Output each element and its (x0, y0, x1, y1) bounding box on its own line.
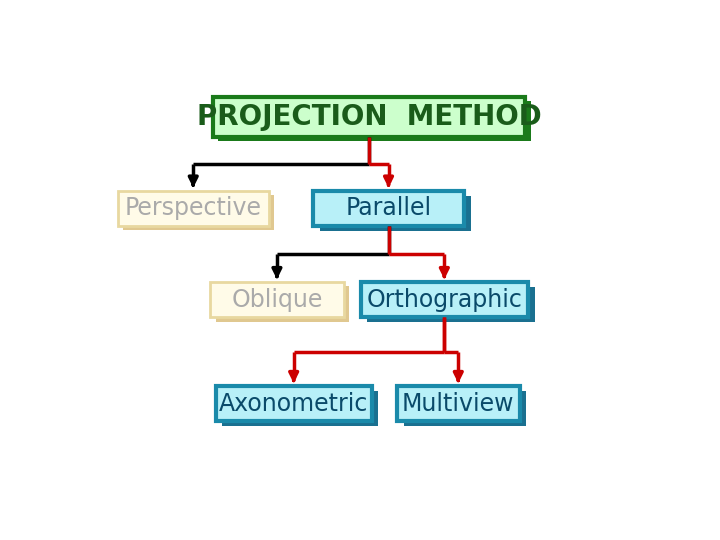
FancyBboxPatch shape (210, 282, 344, 318)
Text: Oblique: Oblique (231, 288, 323, 312)
Text: Orthographic: Orthographic (366, 288, 522, 312)
FancyBboxPatch shape (320, 195, 471, 231)
FancyBboxPatch shape (215, 386, 372, 421)
Text: Axonometric: Axonometric (219, 392, 369, 416)
FancyBboxPatch shape (367, 287, 535, 322)
FancyBboxPatch shape (218, 101, 531, 141)
Text: Perspective: Perspective (125, 196, 262, 220)
FancyBboxPatch shape (313, 191, 464, 226)
FancyBboxPatch shape (213, 97, 526, 137)
FancyBboxPatch shape (361, 282, 528, 318)
FancyBboxPatch shape (404, 391, 526, 427)
Text: PROJECTION  METHOD: PROJECTION METHOD (197, 103, 541, 131)
FancyBboxPatch shape (118, 191, 269, 226)
FancyBboxPatch shape (222, 391, 379, 427)
FancyBboxPatch shape (215, 286, 349, 321)
Text: Parallel: Parallel (346, 196, 431, 220)
Text: Multiview: Multiview (402, 392, 515, 416)
FancyBboxPatch shape (397, 386, 520, 421)
FancyBboxPatch shape (124, 195, 274, 230)
